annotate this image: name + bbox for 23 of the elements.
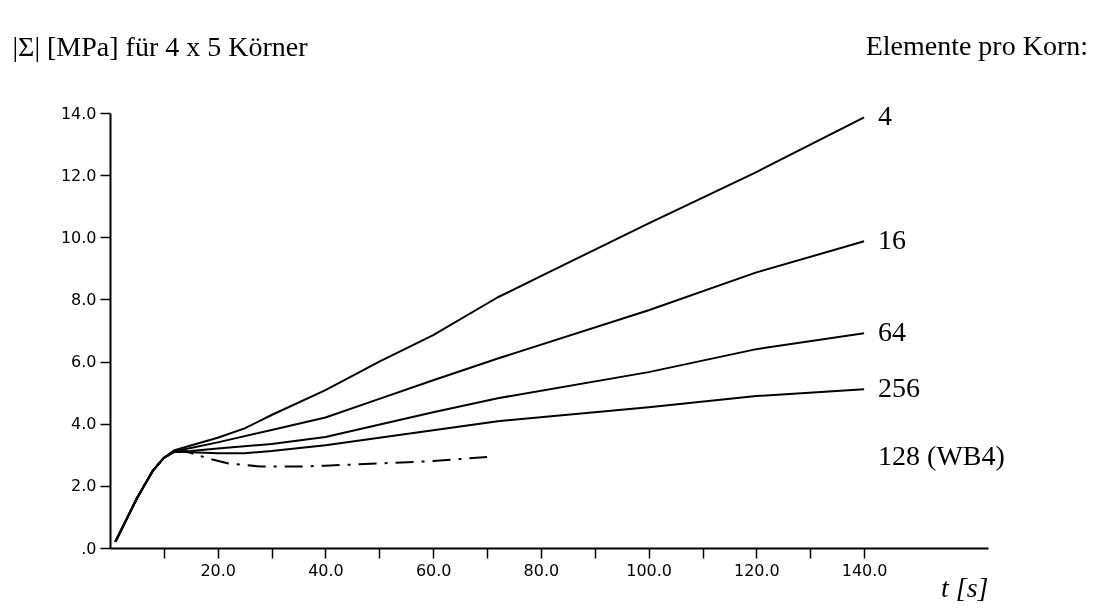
y-tick-label: 14.0 — [60, 103, 97, 123]
text: 128 (WB4) — [878, 439, 1005, 471]
x-tick-label: 40.0 — [308, 560, 344, 580]
x-tick-label: 60.0 — [415, 560, 452, 580]
y-tick-label: .0 — [81, 538, 97, 558]
y-tick-label: 8.0 — [71, 289, 97, 309]
series-label: 64 — [878, 316, 907, 348]
x-tick-label: 120.0 — [733, 560, 780, 580]
x-axis-title: t [s] — [941, 571, 989, 603]
y-tick-label: 10.0 — [60, 227, 97, 247]
x-tick-label: 20.0 — [200, 560, 237, 580]
series-label: 16 — [878, 224, 907, 256]
x-tick-label: 80.0 — [523, 560, 560, 580]
y-axis-title: |Σ| [MPa] für 4 x 5 Körner — [12, 30, 309, 62]
y-tick-label: 12.0 — [60, 165, 97, 185]
series-label: 4 — [878, 100, 893, 132]
y-tick-label: 6.0 — [71, 352, 97, 372]
y-tick-label: 4.0 — [71, 414, 97, 434]
legend-title: Elemente pro Korn: — [865, 30, 1088, 61]
x-tick-label: 140.0 — [841, 560, 888, 580]
series-label: 256 — [878, 372, 921, 404]
y-tick-label: 2.0 — [71, 476, 97, 496]
x-tick-label: 100.0 — [626, 560, 673, 580]
